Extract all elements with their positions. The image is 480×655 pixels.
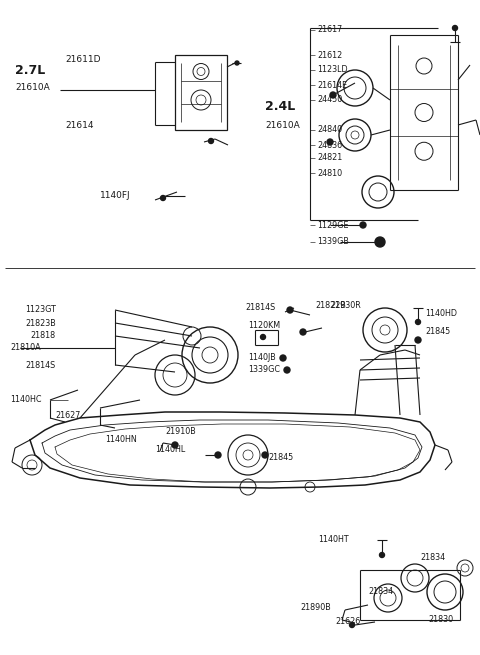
Circle shape	[208, 138, 214, 143]
Text: 21614: 21614	[65, 121, 94, 130]
Circle shape	[380, 553, 384, 557]
Text: 21610A: 21610A	[265, 121, 300, 130]
Text: 1140HT: 1140HT	[318, 536, 348, 544]
Text: 21823B: 21823B	[25, 318, 56, 328]
Text: 21610A: 21610A	[15, 83, 50, 92]
Circle shape	[262, 452, 268, 458]
Text: 1123GT: 1123GT	[25, 305, 56, 314]
Text: 21617: 21617	[317, 26, 342, 35]
Bar	[175, 55, 227, 130]
Circle shape	[327, 139, 333, 145]
Text: 24821: 24821	[317, 153, 342, 162]
Text: 21910B: 21910B	[165, 428, 196, 436]
Circle shape	[300, 329, 306, 335]
Text: 1120KM: 1120KM	[248, 320, 280, 329]
Text: 21834: 21834	[368, 588, 393, 597]
Text: 21612: 21612	[317, 50, 342, 60]
Text: 1339GB: 1339GB	[317, 238, 349, 246]
Text: 2.4L: 2.4L	[265, 100, 295, 113]
Circle shape	[416, 320, 420, 324]
Text: 1140HD: 1140HD	[425, 310, 457, 318]
Text: 21810A: 21810A	[10, 343, 41, 352]
Text: 21834: 21834	[420, 553, 445, 563]
Circle shape	[453, 26, 457, 31]
Text: 1140HN: 1140HN	[105, 436, 137, 445]
Text: 1123LD: 1123LD	[317, 66, 348, 75]
Text: 21930R: 21930R	[330, 301, 361, 310]
Text: 21627: 21627	[55, 411, 80, 419]
Circle shape	[360, 222, 366, 228]
Circle shape	[330, 92, 336, 98]
Text: 21822B: 21822B	[315, 301, 346, 310]
Text: 21818: 21818	[30, 331, 55, 341]
Circle shape	[375, 237, 385, 247]
Circle shape	[415, 337, 421, 343]
Text: 21890B: 21890B	[300, 603, 331, 612]
Text: 1339GC: 1339GC	[248, 365, 280, 375]
Circle shape	[172, 442, 178, 448]
Circle shape	[349, 622, 355, 627]
Circle shape	[215, 452, 221, 458]
Text: 1140FJ: 1140FJ	[100, 191, 131, 200]
Text: 24450: 24450	[317, 96, 342, 105]
Text: 21845: 21845	[425, 328, 450, 337]
Circle shape	[287, 307, 293, 313]
Circle shape	[160, 195, 166, 200]
Text: 1140JB: 1140JB	[248, 354, 276, 362]
Text: 2.7L: 2.7L	[15, 64, 45, 77]
Text: 24836: 24836	[317, 141, 342, 149]
Text: 1129GE: 1129GE	[317, 221, 348, 229]
Text: 21845: 21845	[268, 453, 293, 462]
Text: 1140HL: 1140HL	[155, 445, 185, 455]
Text: 24840: 24840	[317, 126, 342, 134]
Text: 1140HC: 1140HC	[10, 396, 41, 405]
Text: 21814S: 21814S	[25, 360, 55, 369]
Circle shape	[235, 61, 239, 65]
Text: 21814S: 21814S	[245, 303, 275, 312]
Text: 21626: 21626	[335, 618, 360, 626]
Circle shape	[280, 355, 286, 361]
Text: 21614E: 21614E	[317, 81, 347, 90]
Text: 21830: 21830	[428, 616, 453, 624]
Circle shape	[261, 335, 265, 339]
Text: 21611D: 21611D	[65, 56, 100, 64]
Circle shape	[284, 367, 290, 373]
Text: 24810: 24810	[317, 168, 342, 178]
